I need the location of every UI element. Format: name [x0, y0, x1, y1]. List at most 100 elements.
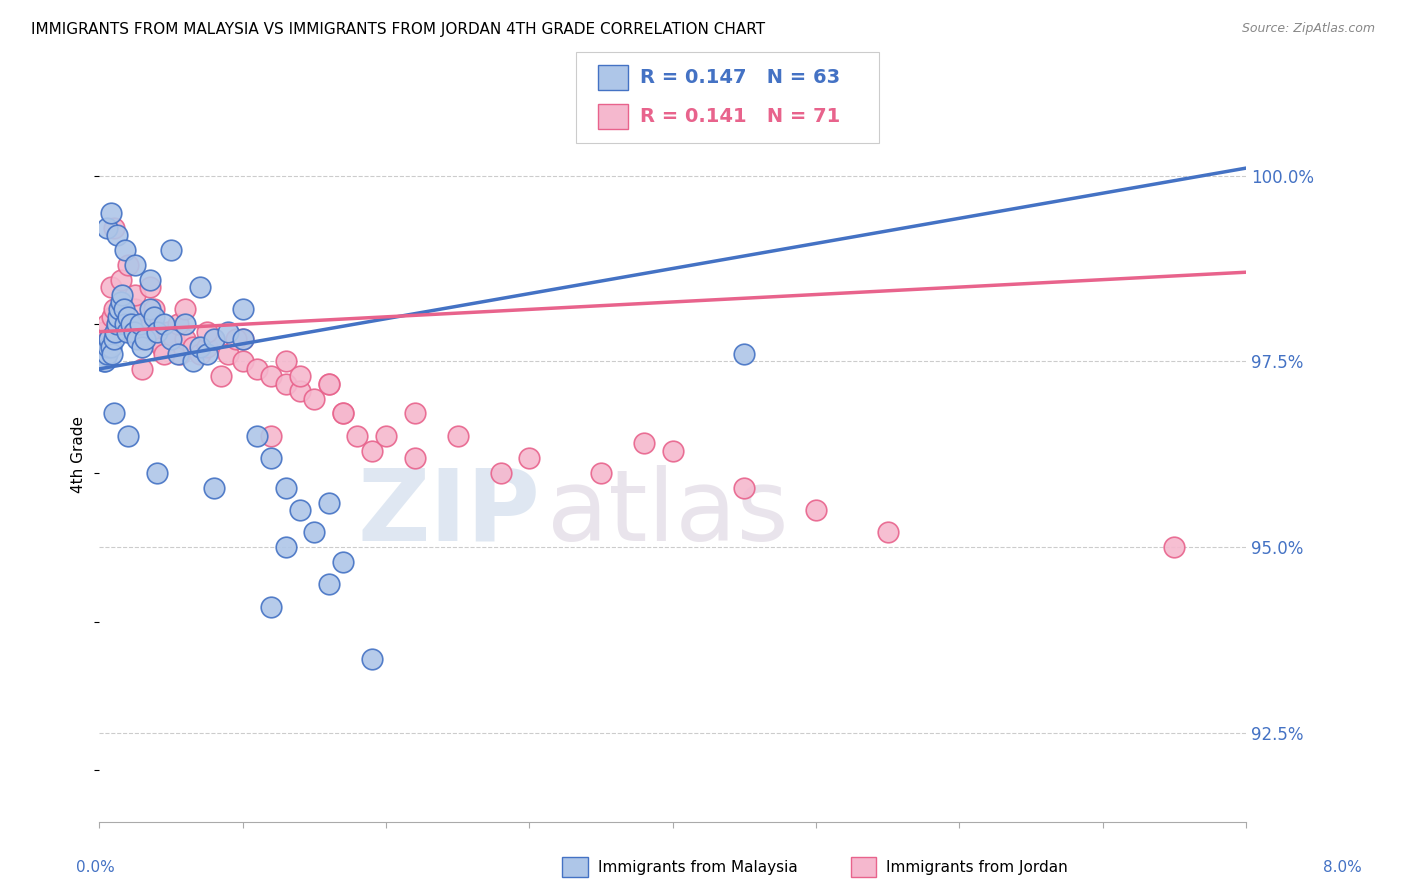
Point — [108, 310, 131, 324]
Point — [246, 429, 269, 443]
Text: Immigrants from Jordan: Immigrants from Jordan — [886, 860, 1067, 874]
Point — [125, 332, 148, 346]
Point — [589, 466, 612, 480]
Point — [217, 347, 239, 361]
Point — [404, 451, 426, 466]
Point — [131, 340, 153, 354]
Point — [517, 451, 540, 466]
Point — [195, 340, 218, 354]
Point — [124, 302, 146, 317]
Point — [100, 206, 122, 220]
Point — [274, 376, 297, 391]
Point — [142, 310, 165, 324]
Point — [447, 429, 470, 443]
Point — [98, 332, 121, 346]
Point — [404, 407, 426, 421]
Point — [260, 451, 283, 466]
Point — [103, 407, 125, 421]
Point — [101, 347, 124, 361]
Point — [142, 302, 165, 317]
Point — [174, 332, 197, 346]
Point — [128, 318, 150, 332]
Point — [153, 347, 176, 361]
Point — [260, 429, 283, 443]
Point — [112, 302, 135, 317]
Point — [117, 258, 139, 272]
Point — [138, 280, 160, 294]
Point — [274, 354, 297, 368]
Point — [117, 318, 139, 332]
Point — [111, 287, 134, 301]
Text: 0.0%: 0.0% — [76, 860, 115, 874]
Point — [93, 354, 115, 368]
Point — [114, 318, 136, 332]
Point — [114, 310, 136, 324]
Point — [202, 332, 225, 346]
Point — [153, 318, 176, 332]
Point — [145, 466, 167, 480]
Point — [202, 332, 225, 346]
Y-axis label: 4th Grade: 4th Grade — [72, 416, 86, 493]
Point — [288, 503, 311, 517]
Point — [318, 376, 340, 391]
Point — [260, 599, 283, 614]
Text: R = 0.147   N = 63: R = 0.147 N = 63 — [640, 68, 839, 87]
Point — [115, 325, 138, 339]
Point — [108, 302, 131, 317]
Point — [100, 340, 122, 354]
Text: Immigrants from Malaysia: Immigrants from Malaysia — [598, 860, 797, 874]
Point — [145, 325, 167, 339]
Point — [332, 555, 354, 569]
Point — [120, 325, 142, 339]
Point — [232, 354, 254, 368]
Point — [804, 503, 827, 517]
Point — [274, 541, 297, 555]
Point — [107, 310, 129, 324]
Point — [202, 481, 225, 495]
Point — [174, 302, 197, 317]
Point — [105, 318, 128, 332]
Point — [160, 243, 183, 257]
Point — [332, 407, 354, 421]
Point — [174, 318, 197, 332]
Point — [360, 652, 382, 666]
Point — [96, 220, 118, 235]
Point — [96, 318, 118, 332]
Point — [98, 332, 121, 346]
Point — [101, 310, 124, 324]
Point — [318, 496, 340, 510]
Point — [225, 332, 247, 346]
Text: IMMIGRANTS FROM MALAYSIA VS IMMIGRANTS FROM JORDAN 4TH GRADE CORRELATION CHART: IMMIGRANTS FROM MALAYSIA VS IMMIGRANTS F… — [31, 22, 765, 37]
Text: atlas: atlas — [547, 465, 789, 562]
Point — [188, 280, 211, 294]
Point — [117, 429, 139, 443]
Point — [110, 295, 132, 310]
Point — [96, 347, 118, 361]
Point — [375, 429, 398, 443]
Point — [1163, 541, 1185, 555]
Point — [232, 332, 254, 346]
Point — [138, 273, 160, 287]
Point — [120, 318, 142, 332]
Point — [633, 436, 655, 450]
Point — [195, 347, 218, 361]
Point — [169, 347, 191, 361]
Point — [346, 429, 368, 443]
Point — [103, 220, 125, 235]
Point — [288, 384, 311, 399]
Point — [104, 325, 127, 339]
Point — [93, 325, 115, 339]
Point — [97, 340, 120, 354]
Point — [288, 369, 311, 384]
Point — [661, 443, 683, 458]
Point — [733, 481, 755, 495]
Point — [117, 310, 139, 324]
Point — [232, 302, 254, 317]
Point — [139, 318, 162, 332]
Point — [246, 362, 269, 376]
Point — [114, 243, 136, 257]
Point — [134, 332, 156, 346]
Point — [131, 332, 153, 346]
Point — [733, 347, 755, 361]
Point — [217, 325, 239, 339]
